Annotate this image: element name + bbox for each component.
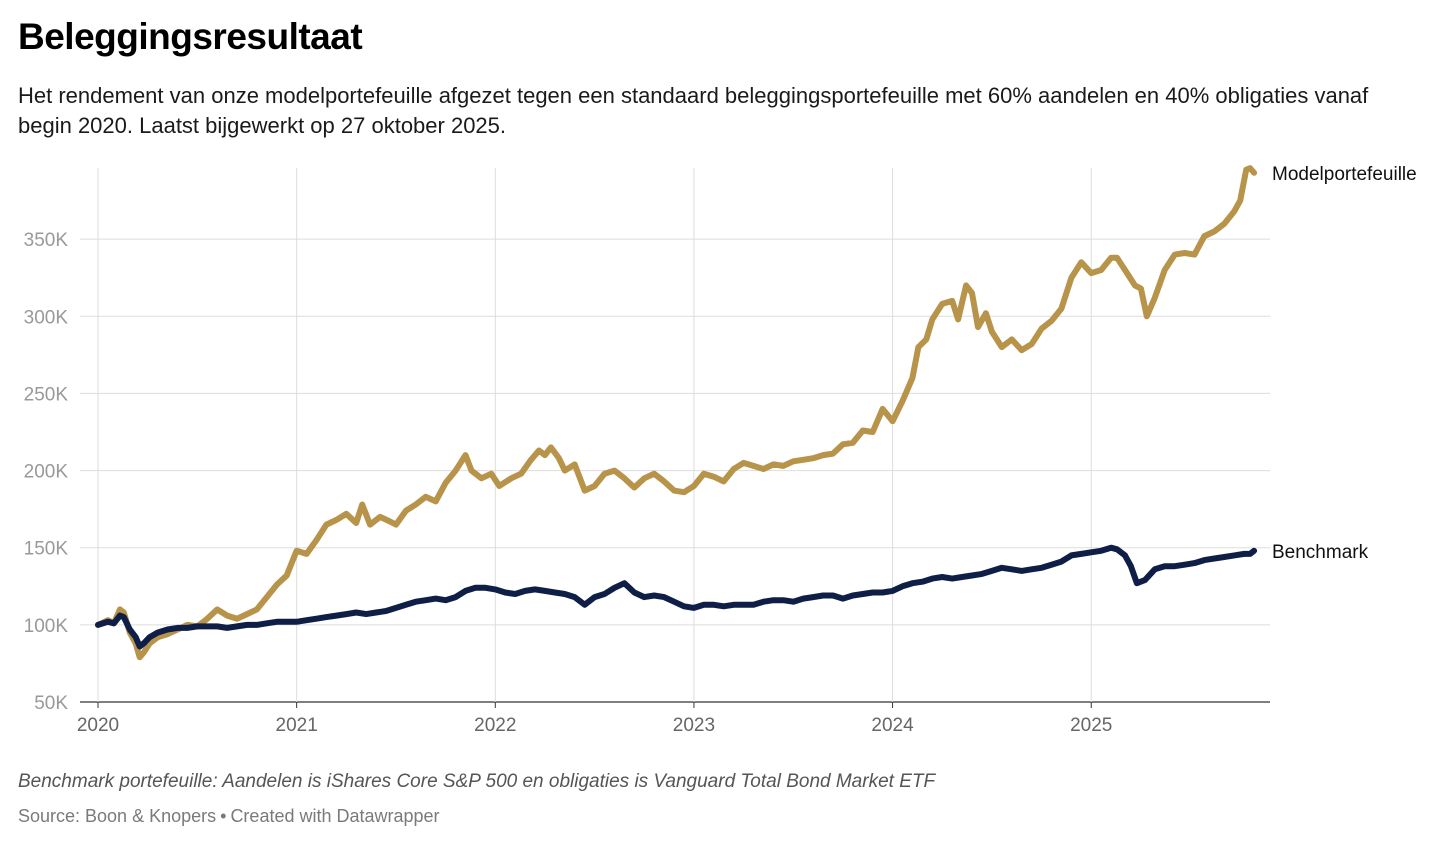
series-end-labels: Modelportefeuille Benchmark: [1272, 164, 1417, 563]
gridlines: [80, 168, 1270, 703]
x-tick-label: 2022: [474, 715, 516, 736]
y-tick-label: 300K: [24, 307, 69, 328]
separator-dot: •: [220, 806, 227, 826]
line-chart: 50K 100K 150K 200K 250K 300K 350K 2020 2021 2022…: [24, 164, 1417, 736]
chart-source: Source: Boon & Knopers • Created with Data…: [18, 806, 440, 827]
y-tick-label: 100K: [24, 616, 69, 637]
y-tick-label: 150K: [24, 539, 69, 560]
x-tick-label: 2025: [1070, 715, 1112, 736]
y-tick-label: 50K: [34, 693, 68, 714]
chart-title: Beleggingsresultaat: [18, 16, 363, 57]
x-tick-label: 2023: [673, 715, 715, 736]
credit-text: Created with Datawrapper: [230, 806, 440, 826]
y-tick-label: 200K: [24, 462, 69, 483]
series-line-benchmark: [95, 544, 1258, 650]
source-text: Source: Boon & Knopers: [18, 806, 217, 826]
series-label-benchmark: Benchmark: [1272, 542, 1369, 563]
x-tick-label: 2024: [871, 715, 914, 736]
x-tick-label: 2021: [276, 715, 318, 736]
y-tick-label: 250K: [24, 384, 69, 405]
series-lines: [95, 165, 1258, 661]
series-label-modelportefeuille: Modelportefeuille: [1272, 164, 1417, 185]
chart-footnote: Benchmark portefeuille: Aandelen is iSha…: [18, 771, 936, 792]
y-tick-label: 350K: [24, 230, 69, 251]
series-line-modelportefeuille: [95, 165, 1258, 661]
chart-subtitle: Het rendement van onze modelportefeuille…: [18, 83, 1369, 138]
x-tick-label: 2020: [77, 715, 119, 736]
x-axis-ticks: 2020 2021 2022 2023 2024 2025: [77, 702, 1112, 736]
y-axis-ticks: 50K 100K 150K 200K 250K 300K 350K: [24, 230, 69, 714]
